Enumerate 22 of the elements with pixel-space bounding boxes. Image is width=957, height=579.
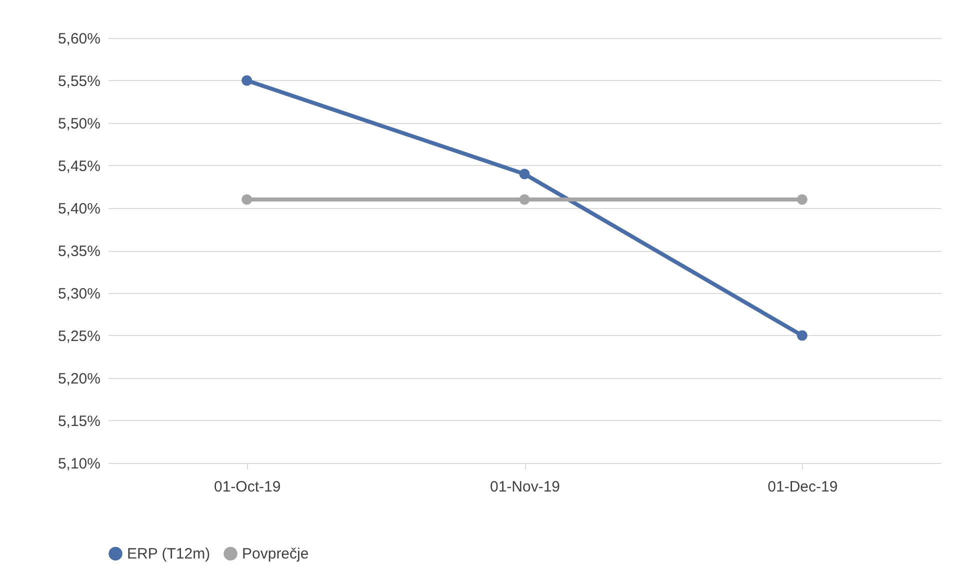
y-tick-label: 5,45% (58, 158, 100, 175)
point (242, 75, 252, 86)
y-tick-label: 5,30% (58, 286, 100, 302)
y-tick-label: 5,40% (58, 200, 100, 218)
y-tick-label: 5,25% (58, 328, 100, 345)
y-tick-label: 5,20% (58, 370, 100, 388)
y-tick-label: 5,35% (58, 243, 100, 260)
point (242, 194, 252, 205)
point (519, 168, 530, 180)
point (796, 194, 808, 205)
x-tick-label: 01-Dec-19 (768, 478, 838, 496)
legend-label: Povprečje (242, 546, 309, 563)
y-tick-label: 5,50% (58, 116, 100, 132)
point (519, 194, 530, 205)
y-tick-label: 5,15% (58, 413, 100, 430)
x-tick-label: 01-Nov-19 (490, 478, 560, 496)
y-tick-label: 5,55% (58, 73, 100, 90)
legend-label: ERP (T12m) (127, 546, 210, 563)
point (796, 330, 808, 341)
x-tick-label: 01-Oct-19 (214, 478, 281, 496)
y-tick-label: 5,10% (58, 456, 100, 472)
y-tick-label: 5,60% (58, 30, 100, 48)
